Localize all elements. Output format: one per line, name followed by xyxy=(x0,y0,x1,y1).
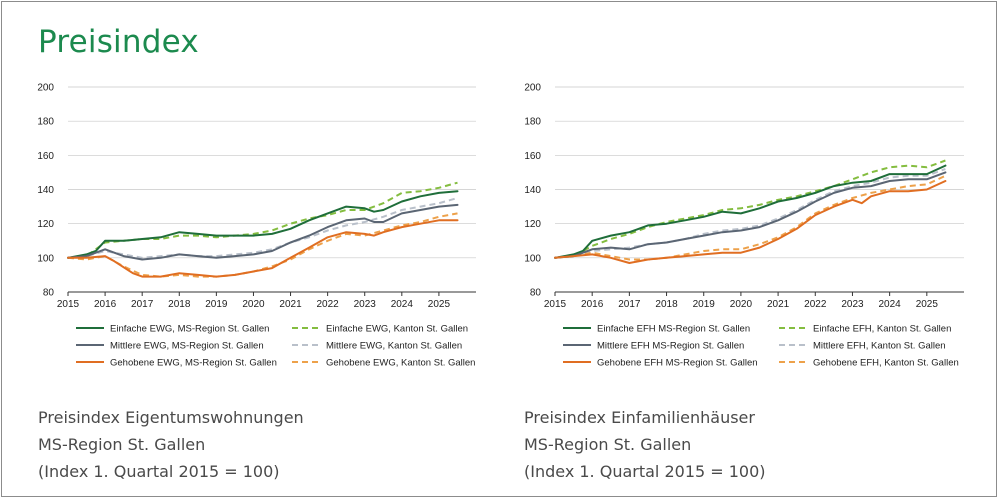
caption-left-line-1: Preisindex Eigentumswohnungen xyxy=(38,408,304,427)
chart-1-legend-label-1: Einfache EWG, MS-Region St. Gallen xyxy=(110,323,269,334)
chart-1-series-line-2 xyxy=(67,181,458,259)
chart-2-x-tick-label: 2023 xyxy=(841,299,864,310)
chart-1-y-tick-label: 80 xyxy=(43,288,55,299)
chart-1-x-tick-label: 2024 xyxy=(391,299,414,310)
chart-2-x-tick-label: 2021 xyxy=(767,299,790,310)
caption-left-line-2: MS-Region St. Gallen xyxy=(38,435,206,454)
chart-2-series-line-2 xyxy=(554,159,946,259)
chart-1-x-tick-label: 2025 xyxy=(428,299,451,310)
chart-1-y-tick-label: 120 xyxy=(37,219,54,230)
chart-1-x-tick-label: 2021 xyxy=(279,299,302,310)
chart-1-series-line-5 xyxy=(67,219,459,278)
chart-2-legend-label-2: Einfache EFH, Kanton St. Gallen xyxy=(813,323,951,334)
chart-2-y-tick-label: 120 xyxy=(524,219,541,230)
chart-2-series-line-6 xyxy=(554,174,946,261)
chart-2-x-tick-label: 2024 xyxy=(879,299,902,310)
chart-1-y-tick-label: 140 xyxy=(37,185,54,196)
chart-2-y-tick-label: 140 xyxy=(524,185,541,196)
chart-2-y-tick-label: 180 xyxy=(524,117,541,128)
chart-2-legend-label-5: Gehobene EFH MS-Region St. Gallen xyxy=(597,357,758,368)
chart-1-x-tick-label: 2020 xyxy=(242,299,265,310)
chart-1-y-tick-label: 160 xyxy=(37,151,54,162)
chart-1-legend-label-6: Gehobene EWG, Kanton St. Gallen xyxy=(326,357,475,368)
chart-1-y-tick-label: 180 xyxy=(37,117,54,128)
chart-1-series-line-4 xyxy=(67,197,458,259)
caption-right: Preisindex Einfamilienhäuser MS-Region S… xyxy=(524,404,766,485)
chart-1-series-line-3 xyxy=(67,203,459,261)
chart-2-x-tick-label: 2015 xyxy=(544,299,567,310)
chart-2-y-tick-label: 160 xyxy=(524,151,541,162)
caption-left-line-3: (Index 1. Quartal 2015 = 100) xyxy=(38,462,280,481)
chart-1-series-line-1 xyxy=(67,190,459,259)
chart-1-x-tick-label: 2016 xyxy=(94,299,117,310)
chart-2-y-tick-label: 100 xyxy=(524,253,541,264)
chart-1-legend-label-3: Mittlere EWG, MS-Region St. Gallen xyxy=(110,340,264,351)
page-title: Preisindex xyxy=(38,24,199,60)
chart-1-legend-label-5: Gehobene EWG, MS-Region St. Gallen xyxy=(110,357,277,368)
chart-2-legend-label-6: Gehobene EFH, Kanton St. Gallen xyxy=(813,357,959,368)
chart-1-x-tick-label: 2022 xyxy=(317,299,340,310)
chart-1-series-line-6 xyxy=(67,212,458,278)
caption-right-line-1: Preisindex Einfamilienhäuser xyxy=(524,408,755,427)
chart-1-x-tick-label: 2019 xyxy=(205,299,228,310)
chart-1-x-tick-label: 2015 xyxy=(57,299,80,310)
chart-2-x-tick-label: 2025 xyxy=(916,299,939,310)
chart-2-x-tick-label: 2017 xyxy=(618,299,641,310)
chart-2-x-tick-label: 2020 xyxy=(730,299,753,310)
chart-1-x-tick-label: 2017 xyxy=(131,299,154,310)
chart-1-x-tick-label: 2023 xyxy=(354,299,377,310)
chart-1-legend-label-2: Einfache EWG, Kanton St. Gallen xyxy=(326,323,468,334)
chart-2-series-line-3 xyxy=(554,171,947,259)
chart-2-legend-label-3: Mittlere EFH MS-Region St. Gallen xyxy=(597,340,744,351)
caption-left: Preisindex Eigentumswohnungen MS-Region … xyxy=(38,404,304,485)
chart-1-y-tick-label: 100 xyxy=(37,253,54,264)
caption-right-line-3: (Index 1. Quartal 2015 = 100) xyxy=(524,462,766,481)
chart-2-series-line-5 xyxy=(554,180,947,264)
chart-1-y-tick-label: 200 xyxy=(37,83,54,94)
chart-2-series-line-1 xyxy=(554,164,947,259)
chart-2-x-tick-label: 2018 xyxy=(655,299,678,310)
chart-2-x-tick-label: 2016 xyxy=(581,299,604,310)
chart-2-legend-label-4: Mittlere EFH, Kanton St. Gallen xyxy=(813,340,946,351)
chart-1-legend-label-4: Mittlere EWG, Kanton St. Gallen xyxy=(326,340,462,351)
chart-2-y-tick-label: 200 xyxy=(524,83,541,94)
caption-right-line-2: MS-Region St. Gallen xyxy=(524,435,692,454)
chart-1-x-tick-label: 2018 xyxy=(168,299,191,310)
chart-2-x-tick-label: 2022 xyxy=(804,299,827,310)
chart-2-legend-label-1: Einfache EFH MS-Region St. Gallen xyxy=(597,323,750,334)
chart-2-x-tick-label: 2019 xyxy=(693,299,716,310)
chart-2-y-tick-label: 80 xyxy=(530,288,542,299)
